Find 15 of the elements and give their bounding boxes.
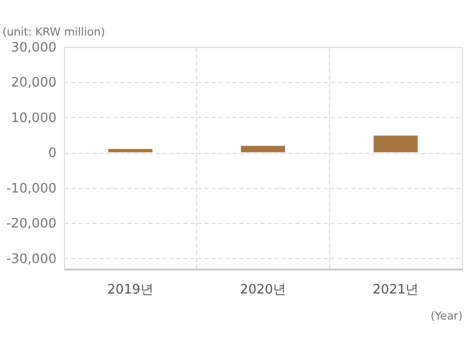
x-tick-label: 2019년 [107,282,154,298]
x-axis-title: (Year) [430,310,462,322]
bar [240,144,286,154]
y-tick-label: 20,000 [11,76,56,91]
y-tick-label: -30,000 [6,252,56,267]
bar [372,134,419,154]
bar [107,148,154,154]
y-tick-label: 10,000 [11,110,56,126]
y-tick-label: 30,000 [11,40,56,56]
y-tick-label: 0 [48,146,56,162]
x-tick-label: 2020년 [240,282,286,298]
y-tick-label: -20,000 [6,216,56,232]
x-tick-label: 2021년 [372,282,419,298]
y-axis-title: (unit: KRW million) [2,26,106,38]
y-tick-label: -10,000 [6,181,56,196]
